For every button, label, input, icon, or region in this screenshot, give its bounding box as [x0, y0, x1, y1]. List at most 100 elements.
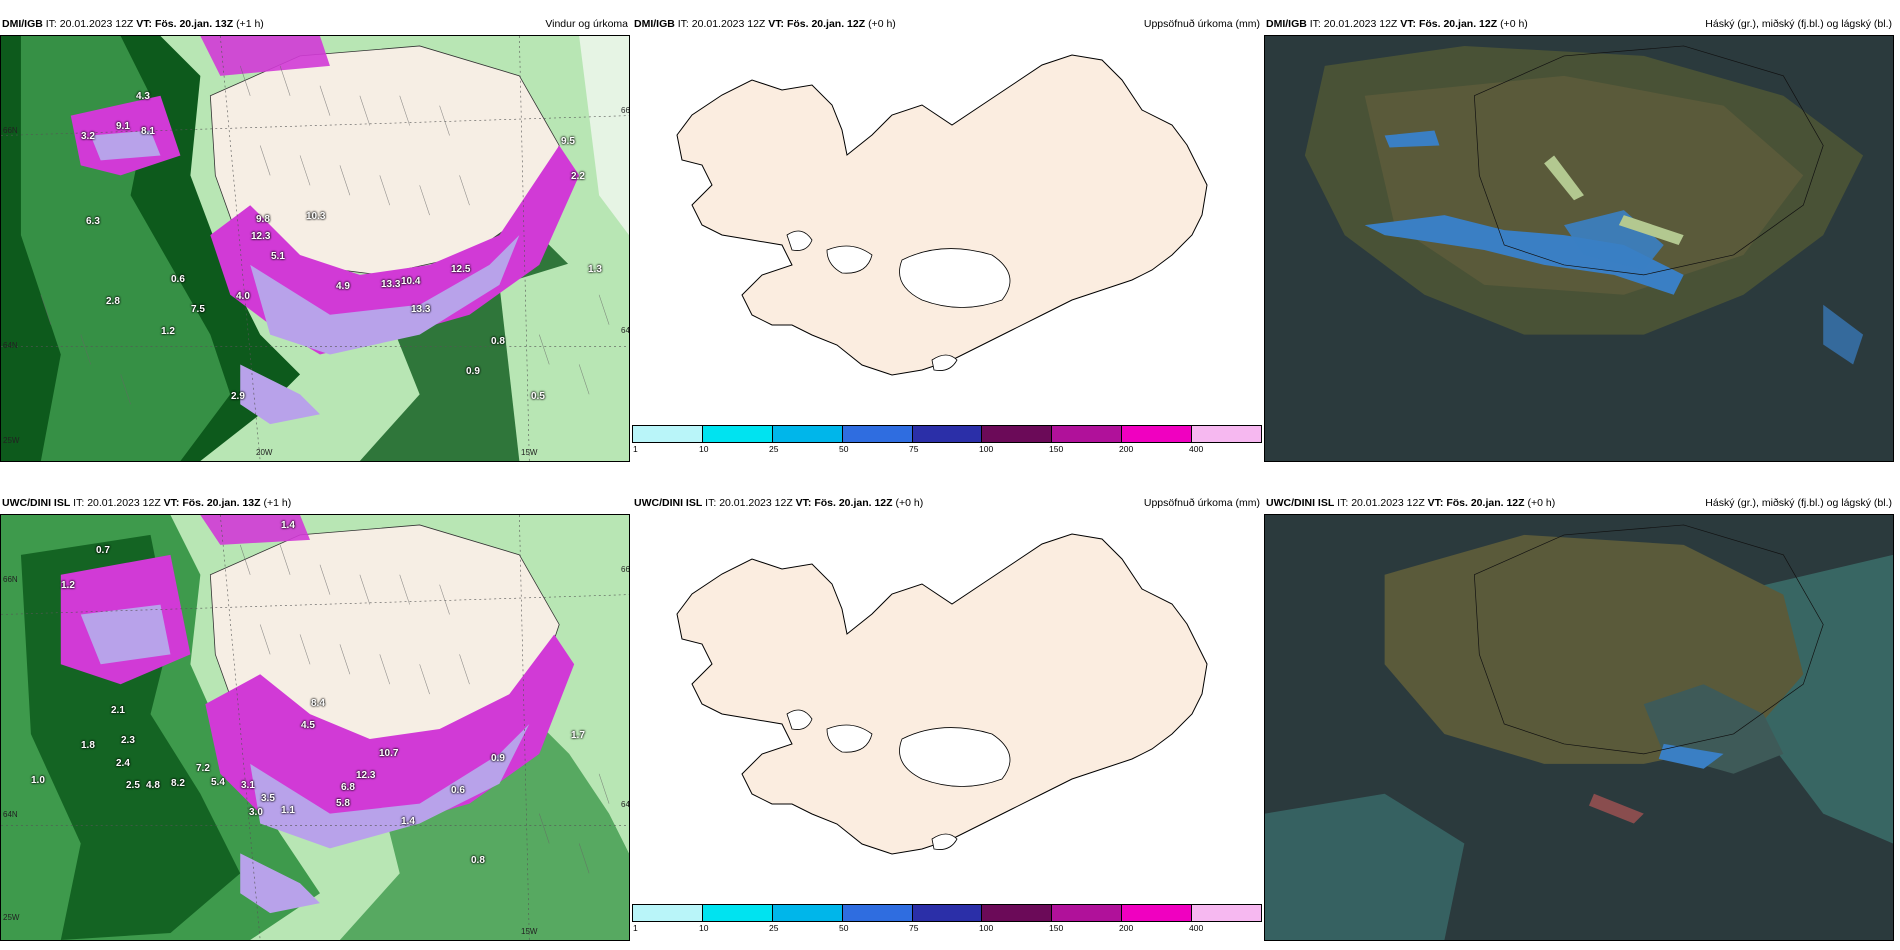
precip-value-label: 3.2 [81, 131, 95, 142]
precip-value-label: 1.7 [571, 730, 585, 741]
legend-tick-label: 10 [699, 444, 709, 454]
legend-tick-label: 1 [633, 444, 638, 454]
precip-value-label: 2.2 [571, 171, 585, 182]
panel-top-left: DMI/IGB IT: 20.01.2023 12Z VT: Fös. 20.j… [0, 14, 630, 462]
precip-legend: 1 10 25 50 75 100 150 200 400 [632, 425, 1262, 462]
precip-value-label: 2.3 [121, 735, 135, 746]
panel-title: Háský (gr.), miðský (fj.bl.) og lágský (… [1705, 497, 1892, 509]
legend-swatch [1122, 905, 1193, 921]
legend-swatch [1052, 905, 1123, 921]
precip-value-label: 1.2 [61, 580, 75, 591]
panel-title: Uppsöfnuð úrkoma (mm) [1143, 18, 1260, 30]
lon-label: 15W [521, 927, 538, 936]
panel-title: Uppsöfnuð úrkoma (mm) [1143, 497, 1260, 509]
precip-value-label: 2.5 [126, 780, 140, 791]
wind-precip-field [1, 515, 629, 940]
iceland-outline [676, 533, 1208, 855]
precip-value-label: 6.8 [341, 782, 355, 793]
precip-value-label: 3.0 [249, 807, 263, 818]
precip-value-label: 0.5 [531, 391, 545, 402]
legend-ticks: 1 10 25 50 75 100 150 200 400 [632, 923, 1262, 937]
precip-value-label: 5.4 [211, 777, 225, 788]
legend-tick-label: 100 [979, 444, 994, 454]
precip-value-label: 3.5 [261, 793, 275, 804]
valid-time: Fös. 20.jan. 13Z [154, 18, 234, 30]
precip-value-label: 12.3 [251, 231, 271, 242]
vt-label: VT: [163, 497, 180, 509]
lat-label: 66N [3, 575, 18, 584]
precip-value-label: 4.3 [136, 91, 150, 102]
lat-label: 64N [621, 800, 630, 809]
panel-header: UWC/DINI ISL IT: 20.01.2023 12Z VT: Fös.… [632, 493, 1262, 514]
precip-value-label: 10.4 [401, 276, 421, 287]
lead-time: (+1 h) [263, 497, 292, 509]
precip-value-label: 4.8 [146, 780, 160, 791]
precip-value-label: 10.3 [306, 211, 326, 222]
precip-value-label: 0.6 [451, 785, 465, 796]
lon-label: 20W [256, 448, 273, 457]
init-time: 20.01.2023 12Z [59, 18, 134, 30]
lead-time: (+0 h) [895, 497, 924, 509]
lon-label: 15W [521, 448, 538, 457]
precip-value-label: 8.1 [141, 126, 155, 137]
accum-precip-map [632, 514, 1262, 904]
lat-label: 64N [621, 326, 630, 335]
model-name: DMI/IGB [1266, 18, 1307, 30]
legend-tick-label: 1 [633, 923, 638, 933]
init-time: 20.01.2023 12Z [87, 497, 161, 509]
it-label: IT: [45, 18, 57, 30]
precip-value-label: 2.1 [111, 705, 125, 716]
lat-label: 66N [621, 106, 630, 115]
legend-colorbar [632, 904, 1262, 922]
precip-value-label: 0.9 [466, 366, 480, 377]
legend-swatch [772, 905, 843, 921]
precip-value-label: 13.3 [381, 279, 401, 290]
legend-swatch [982, 905, 1053, 921]
precip-value-label: 12.3 [356, 770, 376, 781]
legend-tick-label: 200 [1119, 923, 1134, 933]
legend-tick-label: 25 [769, 923, 779, 933]
legend-tick-label: 100 [979, 923, 994, 933]
panel-top-right: DMI/IGB IT: 20.01.2023 12Z VT: Fös. 20.j… [1264, 14, 1894, 462]
wind-precip-field [1, 36, 629, 461]
precip-value-label: 9.1 [116, 121, 130, 132]
model-name: DMI/IGB [634, 18, 675, 30]
cloud-field [1265, 36, 1893, 461]
model-name: UWC/DINI ISL [634, 497, 703, 509]
legend-swatch [702, 426, 773, 442]
precip-value-label: 5.1 [271, 251, 285, 262]
precip-value-label: 0.8 [491, 336, 505, 347]
legend-tick-label: 25 [769, 444, 779, 454]
valid-time: Fös. 20.jan. 13Z [182, 497, 261, 509]
lead-time: (+0 h) [868, 18, 896, 30]
lon-label: 25W [3, 913, 20, 922]
precip-value-label: 7.5 [191, 304, 205, 315]
precip-legend: 1 10 25 50 75 100 150 200 400 [632, 904, 1262, 941]
it-label: IT: [1309, 18, 1321, 30]
lat-label: 64N [3, 341, 18, 350]
panel-header: UWC/DINI ISL IT: 20.01.2023 12Z VT: Fös.… [0, 493, 630, 514]
iceland-outline [676, 54, 1208, 376]
lat-label: 66N [3, 126, 18, 135]
legend-swatch [1192, 905, 1262, 921]
vt-label: VT: [795, 497, 812, 509]
precip-value-label: 1.3 [588, 264, 602, 275]
legend-tick-label: 50 [839, 923, 849, 933]
valid-time: Fös. 20.jan. 12Z [814, 497, 893, 509]
legend-swatch [982, 426, 1053, 442]
panel-top-mid: DMI/IGB IT: 20.01.2023 12Z VT: Fös. 20.j… [632, 14, 1262, 462]
lat-label: 66N [621, 565, 630, 574]
legend-tick-label: 150 [1049, 923, 1064, 933]
legend-swatch [702, 905, 773, 921]
panel-header: DMI/IGB IT: 20.01.2023 12Z VT: Fös. 20.j… [632, 14, 1262, 35]
precip-value-label: 2.8 [106, 296, 120, 307]
legend-tick-label: 75 [909, 923, 919, 933]
precip-value-label: 0.9 [491, 753, 505, 764]
valid-time: Fös. 20.jan. 12Z [786, 18, 866, 30]
precip-value-label: 9.5 [561, 136, 575, 147]
model-name: UWC/DINI ISL [2, 497, 71, 509]
accum-precip-map [632, 35, 1262, 425]
legend-tick-label: 400 [1189, 444, 1204, 454]
legend-tick-label: 400 [1189, 923, 1204, 933]
vt-label: VT: [768, 18, 785, 30]
